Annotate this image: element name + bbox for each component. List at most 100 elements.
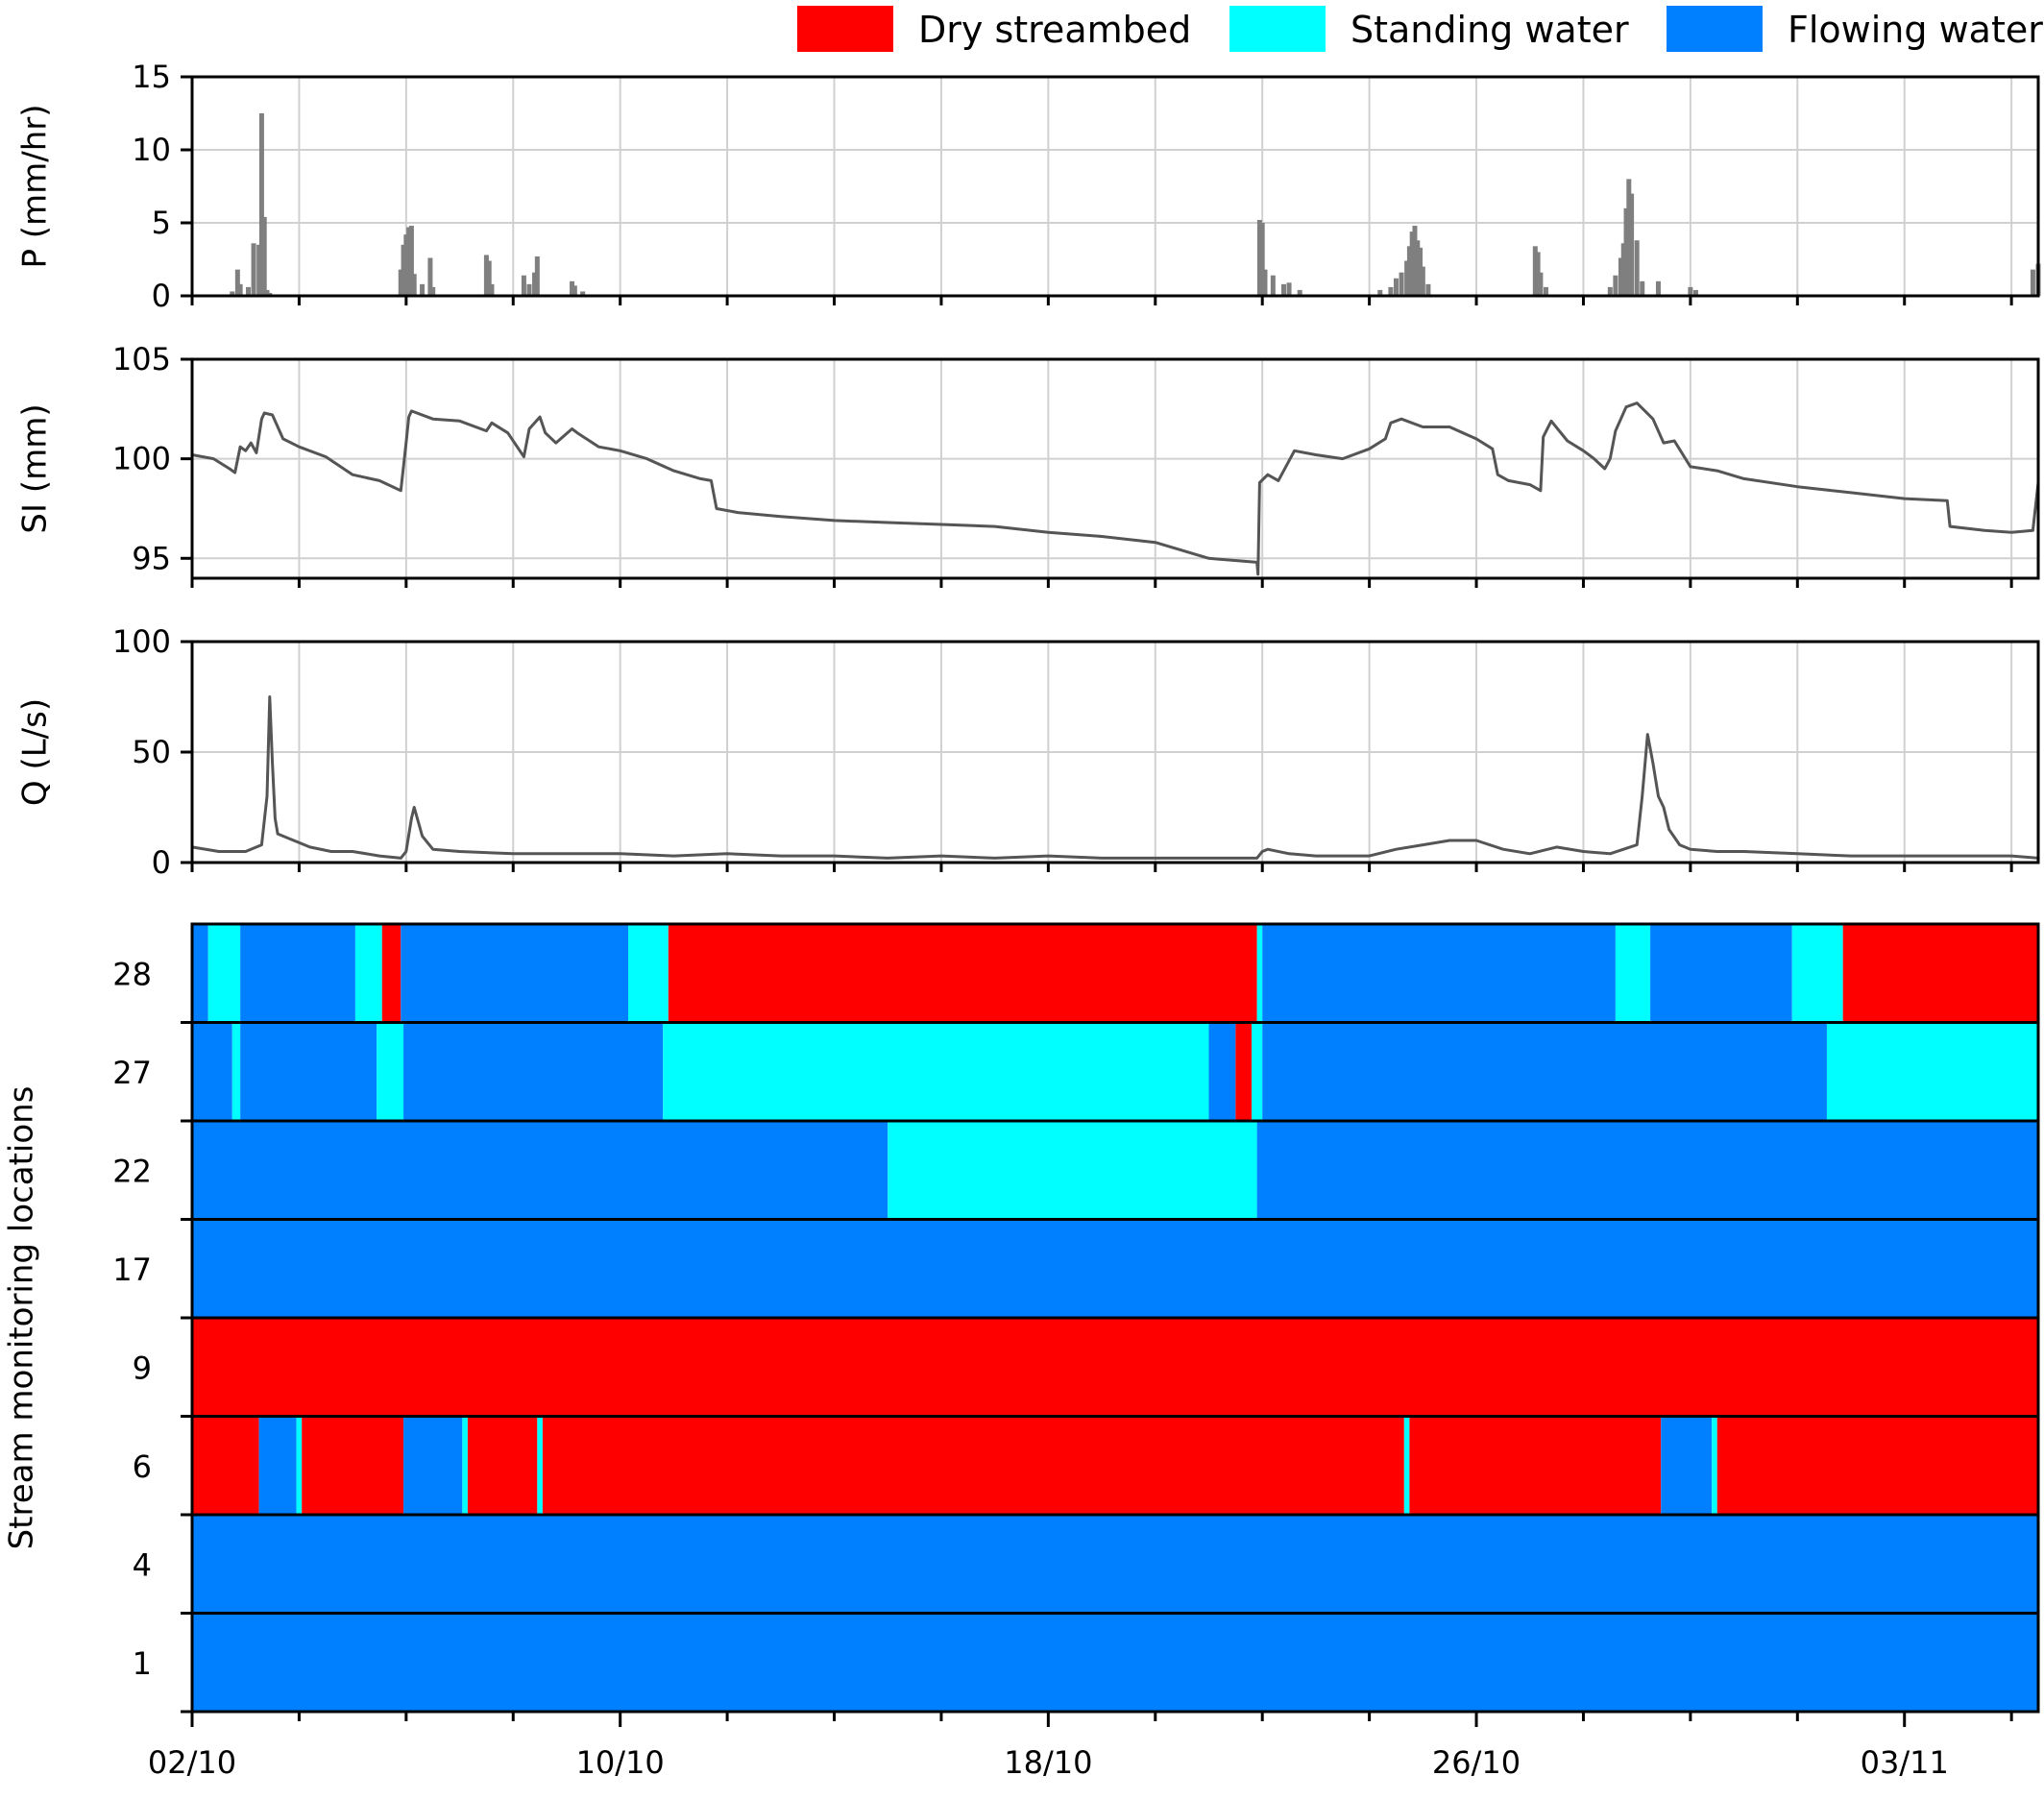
precip-bar <box>526 283 532 296</box>
precip-bar <box>1626 179 1632 296</box>
precip-bar <box>408 226 414 296</box>
precip-bar <box>1688 286 1693 296</box>
precip-bar <box>1532 246 1538 296</box>
state-segment-row-6 <box>258 1416 297 1515</box>
precipitation-panel: 0 5 10 15 P (mm/hr) <box>16 59 2041 314</box>
precip-bar <box>261 216 267 296</box>
precip-bar <box>230 291 235 296</box>
precip-bar <box>1297 289 1302 296</box>
state-segment-row-6 <box>462 1416 468 1515</box>
precip-bar <box>486 260 492 296</box>
state-segment-row-17 <box>192 1219 2038 1318</box>
legend-label: Flowing water <box>1788 9 2043 51</box>
state-segment-row-6 <box>192 1416 259 1515</box>
discharge-ytick-label: 50 <box>132 734 171 770</box>
state-segment-row-9 <box>192 1318 2038 1417</box>
state-segment-row-27 <box>377 1022 404 1121</box>
precip-bar <box>264 289 270 296</box>
precip-bar <box>1607 286 1613 296</box>
precip-bar <box>1406 246 1412 296</box>
precip-bar <box>521 275 526 296</box>
precip-frame <box>190 75 2040 298</box>
precip-bar <box>1409 231 1415 296</box>
state-frame <box>190 922 2040 1714</box>
precip-bar <box>1620 243 1626 296</box>
precip-bar <box>403 234 409 296</box>
state-row-label: 4 <box>133 1546 152 1583</box>
storage-ylabel: SI (mm) <box>16 403 55 533</box>
state-segment-row-4 <box>192 1515 2038 1614</box>
state-segment-row-22 <box>1256 1121 2038 1220</box>
precip-bar <box>1418 247 1424 296</box>
legend: Dry streambed Standing water Flowing water <box>797 6 2043 52</box>
precip-bar <box>532 272 538 296</box>
precip-bar <box>1613 275 1618 296</box>
state-segment-row-22 <box>888 1121 1257 1220</box>
state-xtick-label: 03/11 <box>1861 1744 1949 1781</box>
state-segment-row-27 <box>1262 1022 1827 1121</box>
precip-bar <box>430 286 436 296</box>
state-segment-row-6 <box>1716 1416 2038 1515</box>
state-row-label: 28 <box>112 956 152 992</box>
precip-bar <box>1543 286 1548 296</box>
precip-bar <box>2030 269 2035 296</box>
state-segment-row-6 <box>1661 1416 1713 1515</box>
stream-state-panel: 28 27 22 17 9 6 4 1 02/10 10/10 18/10 26/10 03/11 Str… <box>3 922 2040 1781</box>
state-segment-row-6 <box>1403 1416 1410 1515</box>
state-segment-row-6 <box>1712 1416 1717 1515</box>
state-segment-row-28 <box>1650 924 1792 1023</box>
state-segment-row-28 <box>1256 924 1263 1023</box>
precip-bar <box>1629 193 1635 296</box>
precip-bar <box>237 283 243 296</box>
precip-bar <box>1692 289 1698 296</box>
state-row-label: 1 <box>133 1645 152 1682</box>
state-xtick-label: 26/10 <box>1432 1744 1521 1781</box>
precip-bar <box>406 227 412 296</box>
precip-bar <box>1535 252 1541 296</box>
state-segment-row-28 <box>401 924 629 1023</box>
precip-bar <box>572 285 577 296</box>
precip-bar <box>401 244 406 296</box>
precip-bar <box>1425 283 1431 296</box>
precip-bar <box>1404 260 1410 296</box>
state-segment-row-6 <box>467 1416 538 1515</box>
storage-ytick-label: 105 <box>112 341 171 377</box>
precip-bar <box>1640 280 1645 296</box>
state-segment-row-27 <box>231 1022 241 1121</box>
legend-swatch <box>1229 6 1326 52</box>
state-segment-row-22 <box>192 1121 888 1220</box>
precip-bar <box>1393 278 1399 296</box>
state-segment-row-27 <box>1252 1022 1263 1121</box>
state-xtick-label: 18/10 <box>1004 1744 1092 1781</box>
precip-bar <box>1655 280 1661 296</box>
legend-label: Dry streambed <box>918 9 1191 51</box>
state-row-label: 22 <box>112 1153 152 1189</box>
precip-bar <box>1388 286 1394 296</box>
precip-bar <box>245 286 251 296</box>
state-row-label: 17 <box>112 1252 152 1288</box>
state-segment-row-6 <box>1409 1416 1662 1515</box>
precip-bar <box>267 292 273 296</box>
precip-bar <box>580 291 586 296</box>
precip-bar <box>534 255 540 296</box>
state-segment-row-28 <box>192 924 208 1023</box>
precip-ylabel: P (mm/hr) <box>16 104 55 268</box>
state-segment-row-27 <box>1826 1022 2038 1121</box>
storage-series-line <box>191 401 2040 576</box>
precip-bar <box>1420 266 1425 296</box>
precip-ytick-label: 5 <box>152 205 171 241</box>
precip-bar <box>1538 272 1544 296</box>
precip-bar <box>251 243 256 296</box>
state-segment-row-28 <box>240 924 355 1023</box>
precip-bar <box>1623 207 1629 296</box>
precip-bar <box>1634 240 1640 296</box>
state-segment-row-28 <box>628 924 669 1023</box>
state-segment-row-6 <box>302 1416 404 1515</box>
precip-bar <box>427 257 433 296</box>
precip-bar <box>258 113 264 296</box>
state-row-label: 27 <box>112 1055 152 1091</box>
state-segment-row-27 <box>1208 1022 1236 1121</box>
precip-bar <box>1270 275 1276 296</box>
state-segment-row-28 <box>354 924 382 1023</box>
